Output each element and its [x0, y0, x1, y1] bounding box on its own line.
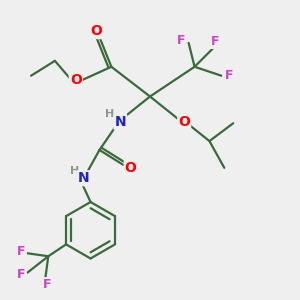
- Text: O: O: [91, 24, 102, 38]
- Text: F: F: [211, 35, 220, 48]
- Text: F: F: [17, 245, 26, 258]
- Text: N: N: [115, 115, 126, 129]
- Text: F: F: [224, 69, 233, 82]
- Text: O: O: [70, 73, 82, 87]
- Text: N: N: [77, 171, 89, 185]
- Text: F: F: [177, 34, 185, 46]
- Text: F: F: [43, 278, 51, 291]
- Text: O: O: [125, 161, 136, 175]
- Text: H: H: [70, 166, 79, 176]
- Text: H: H: [105, 109, 115, 119]
- Text: O: O: [178, 115, 190, 129]
- Text: F: F: [17, 268, 26, 281]
